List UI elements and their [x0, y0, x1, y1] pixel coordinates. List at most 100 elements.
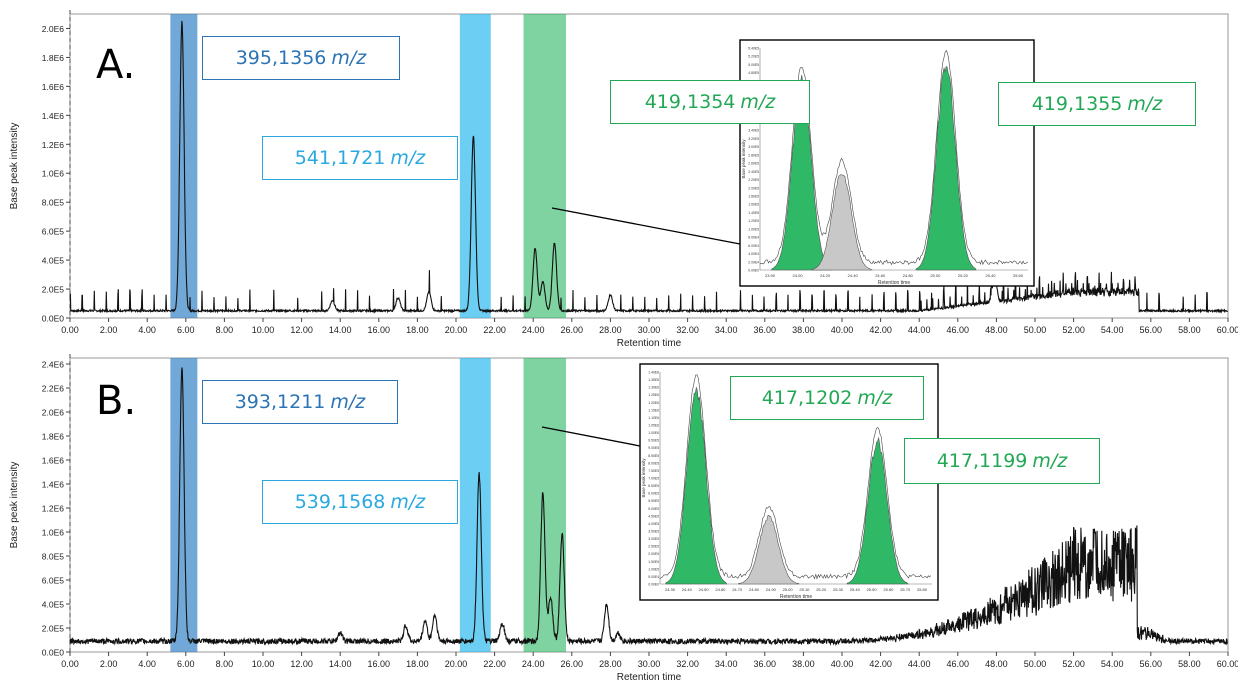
x-tick-label: 26.00 [561, 325, 584, 335]
x-tick-label: 52.00 [1062, 325, 1085, 335]
x-tick-label: 44.00 [908, 659, 931, 669]
inset-y-tick-label: 1.30E6 [648, 386, 659, 390]
x-tick-label: 48.00 [985, 325, 1008, 335]
inset-y-tick-label: 3.00E5 [748, 145, 759, 149]
inset-y-tick-label: 8.00E5 [648, 461, 659, 465]
highlight-band-green [523, 358, 567, 652]
inset-y-tick-label: 1.35E6 [648, 378, 659, 382]
x-tick-label: 4.00 [138, 659, 156, 669]
y-tick-label: 6.0E5 [42, 576, 64, 586]
inset-connector [551, 207, 741, 245]
inset-y-tick-label: 8.00E4 [748, 236, 759, 240]
y-tick-label: 2.4E6 [42, 360, 64, 370]
inset-x-tick-label: 25.80 [917, 587, 928, 592]
x-tick-label: 14.00 [329, 659, 352, 669]
y-tick-label: 1.0E6 [42, 528, 64, 538]
x-tick-label: 32.00 [676, 325, 699, 335]
x-tick-label: 36.00 [754, 659, 777, 669]
x-tick-label: 10.00 [252, 659, 275, 669]
x-tick-label: 34.00 [715, 659, 738, 669]
inset-x-tick-label: 24.80 [749, 587, 760, 592]
x-tick-label: 18.00 [406, 325, 429, 335]
inset-x-tick-label: 24.00 [793, 273, 804, 278]
inset-y-tick-label: 1.20E6 [648, 401, 659, 405]
x-tick-label: 8.00 [216, 659, 234, 669]
inset-y-tick-label: 1.40E5 [748, 211, 759, 215]
inset-y-tick-label: 1.80E5 [748, 195, 759, 199]
x-tick-label: 46.00 [947, 325, 970, 335]
inset-x-tick-label: 25.70 [900, 587, 911, 592]
inset-y-tick-label: 2.00E5 [648, 552, 659, 556]
y-tick-label: 1.2E6 [42, 140, 64, 150]
x-tick-label: 38.00 [792, 659, 815, 669]
inset-x-tick-label: 25.40 [850, 587, 861, 592]
inset-y-tick-label: 3.20E5 [748, 137, 759, 141]
x-tick-label: 22.00 [483, 659, 506, 669]
inset-y-tick-label: 8.50E5 [648, 454, 659, 458]
inset-x-tick-label: 25.00 [783, 587, 794, 592]
inset-y-tick-label: 5.50E5 [648, 499, 659, 503]
inset-x-tick-label: 24.90 [766, 587, 777, 592]
highlight-band-dark_blue [170, 358, 198, 652]
inset-x-axis-title: Retention time [780, 594, 812, 600]
y-tick-label: 2.0E5 [42, 624, 64, 634]
inset-peak-green [665, 386, 728, 585]
inset-y-tick-label: 0.00E0 [748, 269, 759, 273]
x-tick-label: 22.00 [483, 325, 506, 335]
inset-y-tick-label: 7.50E5 [648, 469, 659, 473]
inset-x-tick-label: 25.60 [1013, 273, 1024, 278]
x-tick-label: 54.00 [1101, 659, 1124, 669]
inset-y-tick-label: 2.60E5 [748, 162, 759, 166]
label-a-green-right: 419,1355 m/z [998, 82, 1196, 126]
inset-trace [659, 374, 932, 580]
inset-y-tick-label: 2.40E5 [748, 170, 759, 174]
x-tick-label: 16.00 [368, 659, 391, 669]
x-tick-label: 60.00 [1217, 659, 1238, 669]
x-tick-label: 2.00 [100, 325, 118, 335]
inset-y-axis-title: Base peak intensity [641, 458, 646, 498]
x-tick-label: 10.00 [252, 325, 275, 335]
panel-b: 0.0E0 2.0E5 4.0E5 6.0E5 8.0E5 1.0E6 1.2E6 1.4E6… [9, 354, 1238, 683]
y-tick-label: 1.4E6 [42, 480, 64, 490]
x-axis-title: Retention time [617, 672, 682, 683]
x-tick-label: 56.00 [1140, 325, 1163, 335]
inset-y-axis-title: Base peak intensity [741, 139, 746, 179]
x-tick-label: 16.00 [368, 325, 391, 335]
x-tick-label: 34.00 [715, 325, 738, 335]
panel-a-letter: A. [96, 42, 136, 88]
inset-y-tick-label: 5.40E5 [748, 47, 759, 51]
x-tick-label: 50.00 [1024, 659, 1047, 669]
inset-y-tick-label: 1.40E6 [648, 371, 659, 375]
inset-y-tick-label: 1.00E6 [648, 431, 659, 435]
x-tick-label: 52.00 [1062, 659, 1085, 669]
inset-y-tick-label: 9.00E5 [648, 446, 659, 450]
chromatogram-trace [69, 20, 1228, 314]
x-tick-label: 58.00 [1178, 659, 1201, 669]
inset-peak-green [846, 437, 909, 585]
y-tick-label: 8.0E5 [42, 552, 64, 562]
inset-x-tick-label: 25.20 [958, 273, 969, 278]
y-tick-label: 2.0E5 [42, 285, 64, 295]
inset-y-tick-label: 1.50E5 [648, 560, 659, 564]
inset-x-tick-label: 24.40 [682, 587, 693, 592]
inset-y-tick-label: 2.80E5 [748, 153, 759, 157]
y-axis-title: Base peak intensity [9, 462, 20, 549]
y-tick-label: 1.2E6 [42, 504, 64, 514]
y-tick-label: 1.4E6 [42, 111, 64, 121]
x-tick-label: 32.00 [676, 659, 699, 669]
inset-y-tick-label: 4.80E5 [748, 71, 759, 75]
y-tick-label: 8.0E5 [42, 198, 64, 208]
inset-y-tick-label: 5.20E5 [748, 55, 759, 59]
x-tick-label: 38.00 [792, 325, 815, 335]
inset-x-tick-label: 25.00 [930, 273, 941, 278]
inset-y-tick-label: 2.50E5 [648, 545, 659, 549]
x-tick-label: 42.00 [869, 325, 892, 335]
inset-y-tick-label: 2.00E4 [748, 260, 759, 264]
x-tick-label: 56.00 [1140, 659, 1163, 669]
x-tick-label: 0.00 [61, 325, 79, 335]
inset-y-tick-label: 1.25E6 [648, 393, 659, 397]
inset-y-tick-label: 6.50E5 [648, 484, 659, 488]
x-tick-label: 36.00 [754, 325, 777, 335]
inset-peak-grey [737, 514, 800, 585]
inset-y-tick-label: 1.20E5 [748, 219, 759, 223]
